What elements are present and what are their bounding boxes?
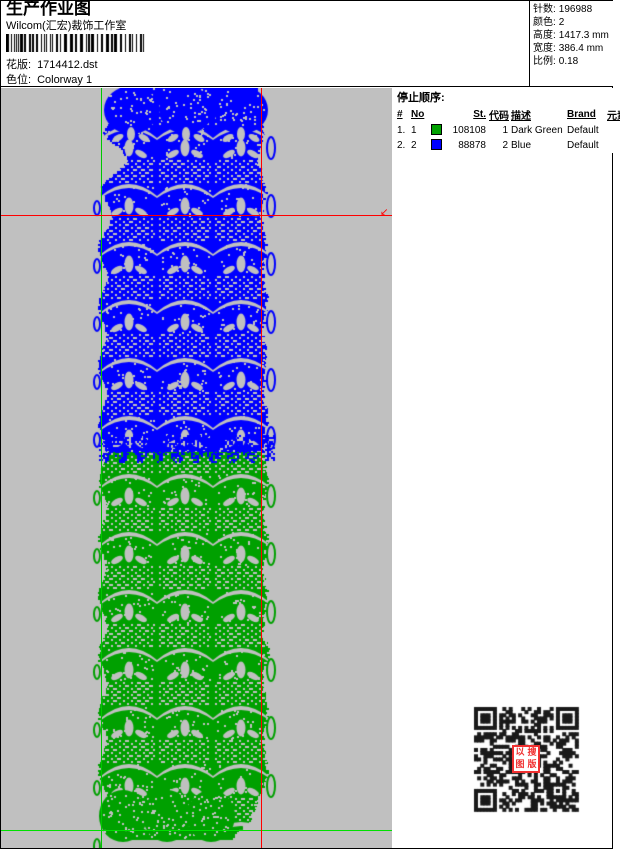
stop-sequence-panel: 停止顺序: # No St. 代码 描述 Brand 元素 1. 1 108108 1… bbox=[396, 88, 620, 153]
barcode bbox=[6, 34, 145, 52]
info-row-2: 高度: 1417.3 mm bbox=[533, 29, 613, 42]
color-table-header-row: # No St. 代码 描述 Brand 元素 bbox=[396, 107, 620, 123]
cell-no: 1 bbox=[411, 125, 417, 136]
qr-center-logo: 以搜图版 bbox=[512, 745, 540, 773]
qr-logo-char-1: 搜 bbox=[527, 748, 537, 758]
info-value: 1417.3 mm bbox=[558, 30, 609, 41]
col-header-index: # bbox=[397, 109, 403, 120]
design-info-box: 针数: 196988 颜色: 2 高度: 1417.3 mm 宽度: 386.4 mm 比例: 0… bbox=[530, 1, 613, 87]
info-key: 颜色: bbox=[533, 17, 556, 28]
info-row-0: 针数: 196988 bbox=[533, 3, 613, 16]
info-row-3: 宽度: 386.4 mm bbox=[533, 42, 613, 55]
col-header-swatch bbox=[430, 107, 448, 123]
color-table-head: # No St. 代码 描述 Brand 元素 bbox=[396, 107, 620, 123]
qr-logo-char-0: 以 bbox=[515, 748, 525, 758]
table-row: 2. 2 88878 2 Blue Default bbox=[396, 138, 620, 153]
cell-code: 1 bbox=[502, 125, 508, 136]
cell-code: 2 bbox=[502, 140, 508, 151]
cell-element bbox=[606, 123, 620, 138]
color-swatch bbox=[431, 139, 442, 150]
embroidery-stitch-render bbox=[1, 88, 392, 848]
cell-description: Dark Green bbox=[511, 125, 563, 136]
info-key: 宽度: bbox=[533, 43, 556, 54]
col-header-code: 代码 bbox=[489, 111, 509, 122]
info-key: 比例: bbox=[533, 56, 556, 67]
colorway-row: 色位: Colorway 1 bbox=[6, 71, 92, 87]
col-header-stitches: St. bbox=[473, 109, 486, 120]
cell-brand: Default bbox=[567, 140, 599, 151]
info-value: 196988 bbox=[558, 4, 593, 15]
info-value: 2 bbox=[558, 17, 565, 28]
design-file-row: 花版: 1714412.dst bbox=[6, 56, 98, 72]
info-value: 0.18 bbox=[558, 56, 579, 67]
info-key: 高度: bbox=[533, 30, 556, 41]
header-block: 生产作业图 Wilcom(汇宏)裁饰工作室 花版: 1714412.dst 色位:… bbox=[1, 0, 530, 87]
cell-element bbox=[606, 138, 620, 153]
table-row: 1. 1 108108 1 Dark Green Default bbox=[396, 123, 620, 138]
cell-index: 2. bbox=[397, 140, 406, 151]
page-title: 生产作业图 bbox=[6, 0, 91, 18]
qr-logo-char-3: 版 bbox=[527, 760, 537, 770]
col-header-description: 描述 bbox=[511, 111, 531, 122]
info-value: 386.4 mm bbox=[558, 43, 604, 54]
colorway-label: 色位: bbox=[6, 74, 32, 86]
qr-logo-char-2: 图 bbox=[515, 760, 525, 770]
col-header-element: 元素 bbox=[607, 111, 620, 122]
color-table-body: 1. 1 108108 1 Dark Green Default 2. 2 88878 2 Blue… bbox=[396, 123, 620, 153]
colorway-value: Colorway 1 bbox=[37, 74, 93, 86]
cell-swatch bbox=[430, 138, 448, 153]
cell-index: 1. bbox=[397, 125, 406, 136]
cell-brand: Default bbox=[567, 125, 599, 136]
cell-swatch bbox=[430, 123, 448, 138]
cell-stitches: 88878 bbox=[458, 140, 486, 151]
col-header-brand: Brand bbox=[567, 109, 596, 120]
design-file-label: 花版: bbox=[6, 59, 32, 71]
cell-description: Blue bbox=[511, 140, 532, 151]
color-swatch bbox=[431, 124, 442, 135]
col-header-no: No bbox=[411, 109, 425, 120]
info-row-1: 颜色: 2 bbox=[533, 16, 613, 29]
design-file-value: 1714412.dst bbox=[37, 59, 98, 71]
info-key: 针数: bbox=[533, 4, 556, 15]
qr-code[interactable]: 以搜图版 bbox=[468, 703, 584, 815]
cell-no: 2 bbox=[411, 140, 417, 151]
info-row-4: 比例: 0.18 bbox=[533, 55, 613, 68]
cell-stitches: 108108 bbox=[452, 125, 486, 136]
stop-sequence-title: 停止顺序: bbox=[397, 92, 445, 104]
design-canvas-area: ↙ bbox=[1, 88, 392, 848]
studio-subtitle: Wilcom(汇宏)裁饰工作室 bbox=[6, 20, 127, 32]
